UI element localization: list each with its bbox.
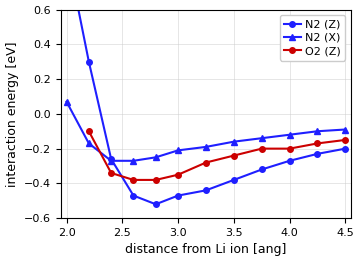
N2 (Z) [131,194,136,197]
N2 (X) [64,100,69,103]
N2 (Z) [343,147,347,150]
X-axis label: distance from Li ion [ang]: distance from Li ion [ang] [125,243,287,256]
N2 (Z) [287,159,292,162]
Y-axis label: interaction energy [eV]: interaction energy [eV] [5,41,19,187]
N2 (Z) [204,189,208,192]
N2 (X) [109,159,113,162]
N2 (Z) [315,152,320,155]
N2 (Z) [232,178,236,182]
N2 (X) [287,133,292,136]
N2 (Z) [154,203,158,206]
O2 (Z) [204,161,208,164]
O2 (Z) [131,178,136,182]
N2 (Z) [260,168,264,171]
N2 (Z) [76,4,80,8]
Legend: N2 (Z), N2 (X), O2 (Z): N2 (Z), N2 (X), O2 (Z) [280,15,345,61]
N2 (X) [260,137,264,140]
N2 (X) [232,140,236,143]
N2 (X) [343,128,347,131]
O2 (Z) [260,147,264,150]
N2 (X) [87,142,91,145]
N2 (X) [204,145,208,149]
O2 (Z) [343,138,347,141]
O2 (Z) [232,154,236,157]
N2 (Z) [87,60,91,63]
N2 (X) [154,156,158,159]
N2 (X) [176,149,180,152]
Line: O2 (Z): O2 (Z) [86,128,348,183]
Line: N2 (X): N2 (X) [63,98,349,164]
N2 (X) [131,159,136,162]
N2 (Z) [176,194,180,197]
O2 (Z) [87,130,91,133]
N2 (X) [315,130,320,133]
O2 (Z) [176,173,180,176]
O2 (Z) [287,147,292,150]
O2 (Z) [109,171,113,174]
O2 (Z) [315,142,320,145]
Line: N2 (Z): N2 (Z) [75,3,348,207]
O2 (Z) [154,178,158,182]
N2 (Z) [109,157,113,161]
